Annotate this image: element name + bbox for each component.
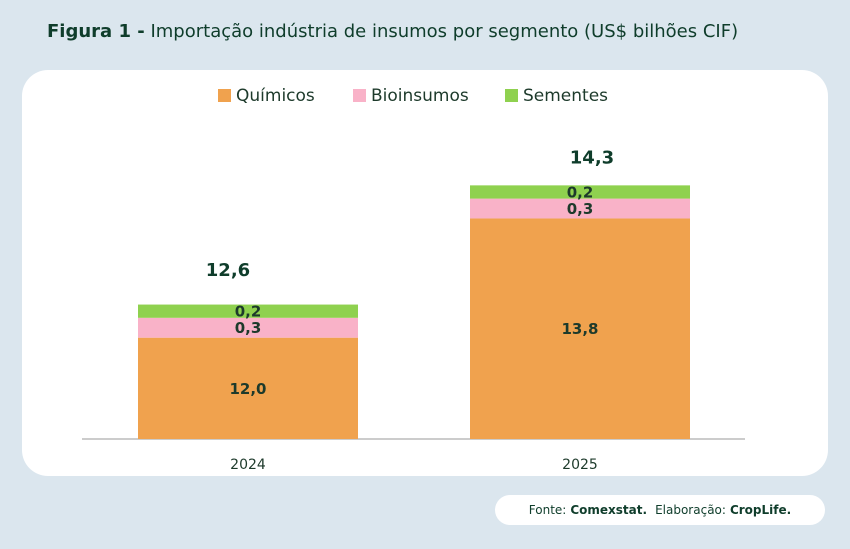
data-label: 0,2 [567,183,594,201]
bar-segment [138,304,358,318]
legend-label: Bioinsumos [371,86,469,106]
bar-segment [470,185,690,199]
total-label: 12,6 [206,260,250,281]
bar-segment [470,198,690,219]
legend-swatch [505,89,518,102]
data-label: 0,3 [235,319,262,337]
data-label: 13,8 [561,320,598,338]
data-label: 0,2 [235,303,262,321]
title-text: Importação indústria de insumos por segm… [150,21,739,42]
bar-segment [470,218,690,439]
title: Figura 1 - Importação indústria de insum… [47,21,738,42]
legend-label: Sementes [523,86,608,106]
x-tick-label: 2025 [562,457,598,473]
source-label: Fonte: [528,503,567,517]
credit-label: Elaboração: [655,503,726,517]
total-label: 14,3 [570,147,614,168]
data-label: 0,3 [567,200,594,218]
data-label: 12,0 [229,380,266,398]
source: Fonte: Comexstat. Elaboração: CropLife. [495,495,825,525]
title-label: Figura 1 - [47,21,145,42]
credit-name: CropLife. [729,503,792,517]
legend-label: Químicos [236,86,315,106]
bar-segment [138,317,358,338]
source-name: Comexstat. [570,503,648,517]
bar-segment [138,337,358,439]
legend-swatch [218,89,231,102]
legend-swatch [353,89,366,102]
x-tick-label: 2024 [230,457,266,473]
